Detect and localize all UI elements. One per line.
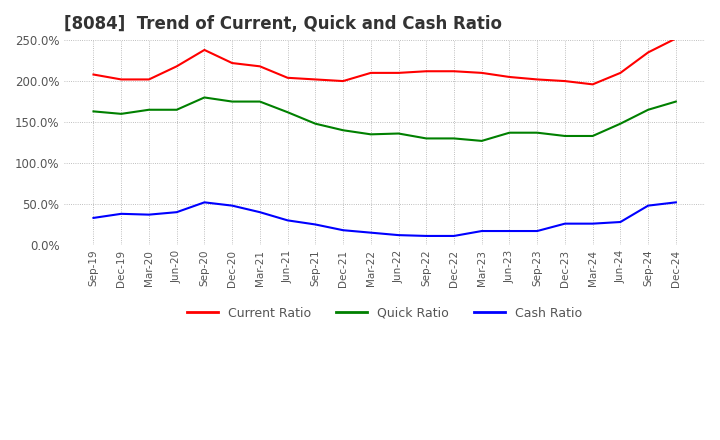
Quick Ratio (256, 99, 264, 104)
Legend: Current Ratio, Quick Ratio, Cash Ratio: Current Ratio, Quick Ratio, Cash Ratio (182, 302, 588, 325)
Cash Ratio (172, 209, 181, 215)
Line: Current Ratio: Current Ratio (94, 38, 676, 84)
Quick Ratio (395, 131, 403, 136)
Quick Ratio (588, 133, 597, 139)
Cash Ratio (616, 220, 625, 225)
Cash Ratio (283, 218, 292, 223)
Current Ratio (200, 48, 209, 53)
Current Ratio (283, 75, 292, 81)
Current Ratio (644, 50, 652, 55)
Cash Ratio (311, 222, 320, 227)
Quick Ratio (200, 95, 209, 100)
Current Ratio (672, 36, 680, 41)
Cash Ratio (477, 228, 486, 234)
Cash Ratio (256, 209, 264, 215)
Current Ratio (450, 69, 459, 74)
Quick Ratio (145, 107, 153, 112)
Quick Ratio (117, 111, 125, 117)
Current Ratio (89, 72, 98, 77)
Current Ratio (533, 77, 541, 82)
Quick Ratio (616, 121, 625, 126)
Quick Ratio (228, 99, 236, 104)
Line: Quick Ratio: Quick Ratio (94, 98, 676, 141)
Quick Ratio (672, 99, 680, 104)
Current Ratio (588, 82, 597, 87)
Cash Ratio (588, 221, 597, 226)
Current Ratio (145, 77, 153, 82)
Cash Ratio (228, 203, 236, 208)
Cash Ratio (366, 230, 375, 235)
Cash Ratio (450, 233, 459, 238)
Line: Cash Ratio: Cash Ratio (94, 202, 676, 236)
Quick Ratio (477, 138, 486, 143)
Current Ratio (228, 60, 236, 66)
Current Ratio (117, 77, 125, 82)
Quick Ratio (339, 128, 348, 133)
Cash Ratio (145, 212, 153, 217)
Quick Ratio (561, 133, 570, 139)
Cash Ratio (395, 232, 403, 238)
Current Ratio (477, 70, 486, 76)
Current Ratio (616, 70, 625, 76)
Current Ratio (561, 78, 570, 84)
Current Ratio (339, 78, 348, 84)
Quick Ratio (644, 107, 652, 112)
Cash Ratio (672, 200, 680, 205)
Quick Ratio (422, 136, 431, 141)
Quick Ratio (311, 121, 320, 126)
Cash Ratio (505, 228, 514, 234)
Current Ratio (172, 64, 181, 69)
Current Ratio (256, 64, 264, 69)
Current Ratio (422, 69, 431, 74)
Text: [8084]  Trend of Current, Quick and Cash Ratio: [8084] Trend of Current, Quick and Cash … (64, 15, 503, 33)
Quick Ratio (172, 107, 181, 112)
Cash Ratio (561, 221, 570, 226)
Current Ratio (505, 74, 514, 80)
Quick Ratio (505, 130, 514, 136)
Cash Ratio (339, 227, 348, 233)
Current Ratio (395, 70, 403, 76)
Cash Ratio (533, 228, 541, 234)
Current Ratio (366, 70, 375, 76)
Quick Ratio (533, 130, 541, 136)
Cash Ratio (644, 203, 652, 208)
Cash Ratio (200, 200, 209, 205)
Cash Ratio (89, 215, 98, 220)
Quick Ratio (283, 110, 292, 115)
Cash Ratio (117, 211, 125, 216)
Quick Ratio (450, 136, 459, 141)
Quick Ratio (366, 132, 375, 137)
Cash Ratio (422, 233, 431, 238)
Current Ratio (311, 77, 320, 82)
Quick Ratio (89, 109, 98, 114)
